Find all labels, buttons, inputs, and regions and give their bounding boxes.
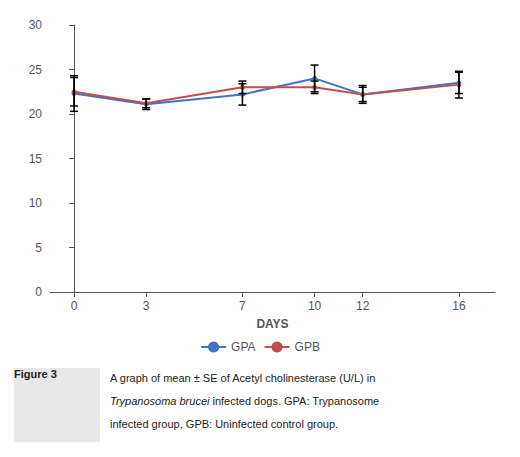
svg-text:GPA: GPA	[231, 340, 255, 354]
svg-text:10: 10	[308, 299, 322, 313]
svg-text:30: 30	[29, 18, 43, 32]
svg-text:DAYS: DAYS	[256, 317, 288, 331]
svg-text:A graph of mean ± SE of Acetyl: A graph of mean ± SE of Acetyl cholinest…	[110, 372, 375, 384]
svg-text:15: 15	[29, 152, 43, 166]
svg-text:10: 10	[29, 196, 43, 210]
svg-text:16: 16	[452, 299, 466, 313]
svg-text:20: 20	[29, 107, 43, 121]
svg-text:Trypanosoma brucei: Trypanosoma brucei	[110, 395, 210, 407]
svg-text:Figure 3: Figure 3	[14, 368, 57, 380]
svg-text:25: 25	[29, 63, 43, 77]
svg-text:3: 3	[143, 299, 150, 313]
svg-text:0: 0	[71, 299, 78, 313]
svg-text:12: 12	[356, 299, 370, 313]
svg-text:infected group, GPB: Uninfecte: infected group, GPB: Uninfected control …	[110, 418, 338, 430]
svg-text:7: 7	[239, 299, 246, 313]
svg-text:0: 0	[35, 285, 42, 299]
svg-text:5: 5	[35, 241, 42, 255]
svg-text:infected dogs. GPA: Trypanosom: infected dogs. GPA: Trypanosome	[209, 395, 379, 407]
svg-text:GPB: GPB	[295, 340, 320, 354]
